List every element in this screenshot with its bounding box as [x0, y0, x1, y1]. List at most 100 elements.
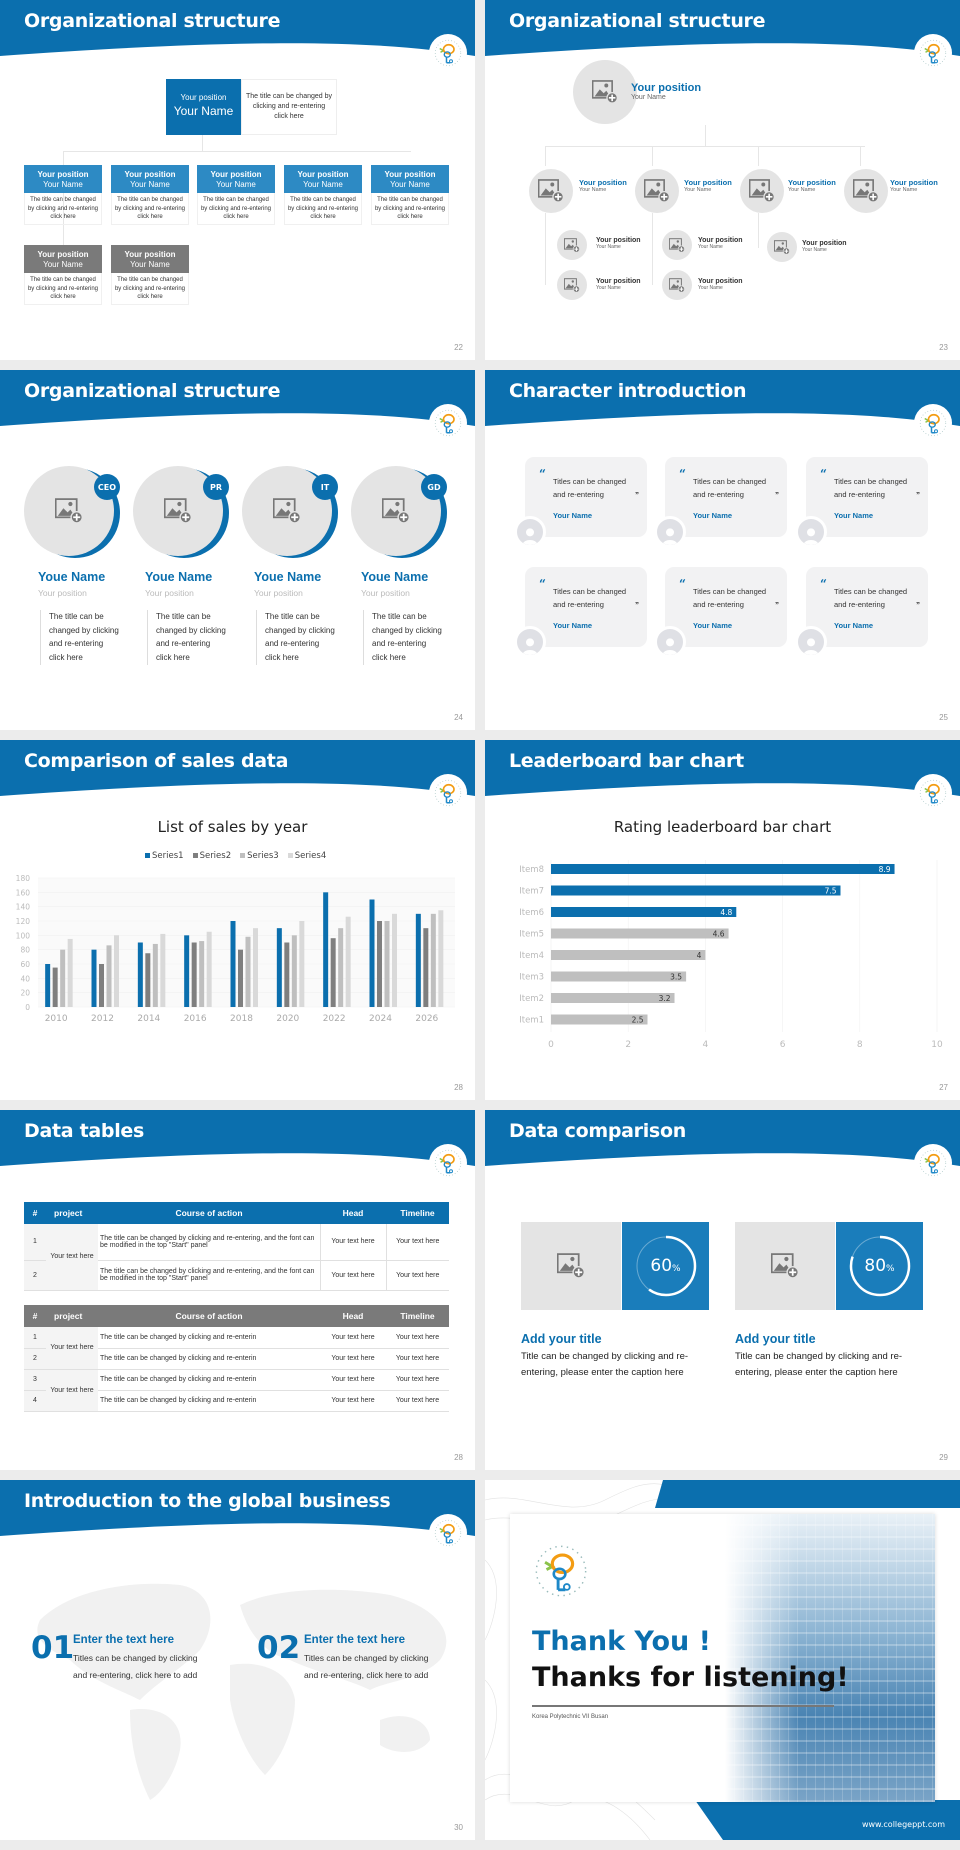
image-add-icon [853, 179, 879, 203]
slide-header: Leaderboard bar chart [485, 740, 960, 800]
org-top-description: The title can be changed by clicking and… [241, 79, 337, 135]
org-card-secondary[interactable]: Your position Your Name The title can be c… [111, 245, 189, 305]
svg-text:2024: 2024 [369, 1014, 392, 1024]
svg-text:2010: 2010 [45, 1014, 68, 1024]
table-row[interactable]: 1 Your text here The title can be change… [24, 1224, 449, 1291]
slide-28[interactable]: Data tables # project Course of action H… [0, 1110, 475, 1470]
photo-placeholder[interactable] [557, 270, 587, 300]
slide-title: Data tables [24, 1120, 145, 1142]
quote-card[interactable]: “Titles can be changed and re-entering” Yo… [665, 567, 787, 647]
slide-title: Character introduction [509, 380, 747, 402]
svg-text:2016: 2016 [184, 1014, 207, 1024]
slide-30[interactable]: Introduction to the global business 01 E… [0, 1480, 475, 1840]
svg-text:20: 20 [20, 989, 30, 998]
world-map-background [37, 1583, 447, 1800]
photo-placeholder[interactable] [529, 169, 573, 213]
college-logo-icon [429, 34, 467, 72]
slide-header: Character introduction [485, 370, 960, 430]
organization-name: Korea Polytechnic VII Busan [532, 1714, 609, 1720]
quote-card[interactable]: “Titles can be changed and re-entering” Yo… [525, 567, 647, 647]
point-heading: Enter the text here [304, 1634, 405, 1646]
college-logo-icon [532, 1542, 590, 1600]
college-logo-icon [914, 774, 952, 812]
college-logo-icon [429, 774, 467, 812]
avatar [654, 516, 686, 548]
point-heading: Enter the text here [73, 1634, 174, 1646]
page-number: 25 [939, 713, 948, 722]
image-add-icon [382, 498, 410, 524]
org-card[interactable]: Your position Your Name The title can be c… [371, 165, 449, 225]
slide-22[interactable]: Organizational structure Your position Y… [0, 0, 475, 360]
slide-thanks[interactable]: Thank You ! Thanks for listening! Korea … [485, 1480, 960, 1840]
slide-title: Data comparison [509, 1120, 686, 1142]
table-row[interactable]: 3 Your text here The title can be change… [24, 1369, 449, 1412]
image-add-icon [771, 1253, 799, 1279]
avatar [654, 626, 686, 658]
progress-ring-80: 80% [836, 1222, 923, 1310]
slide-26[interactable]: Comparison of sales data List of sales b… [0, 740, 475, 1100]
org-card[interactable]: Your position Your Name The title can be c… [24, 165, 102, 225]
svg-text:Item5: Item5 [519, 930, 544, 940]
photo-placeholder[interactable] [844, 169, 888, 213]
point-number: 01 [31, 1630, 75, 1666]
photo-placeholder[interactable] [557, 230, 587, 260]
table-row[interactable]: 4 The title can be changed by clicking a… [24, 1390, 449, 1412]
slide-header: Comparison of sales data [0, 740, 475, 800]
photo-placeholder[interactable] [735, 1222, 835, 1310]
divider [532, 1705, 834, 1707]
quote-card[interactable]: “Titles can be changed and re-entering” Yo… [665, 457, 787, 537]
slide-23[interactable]: Organizational structure Your position Yo… [485, 0, 960, 360]
photo-placeholder[interactable] [521, 1222, 621, 1310]
slide-29[interactable]: Data comparison 60% Add your title Title… [485, 1110, 960, 1470]
org-card[interactable]: Your position Your Name The title can be c… [197, 165, 275, 225]
photo-placeholder[interactable] [662, 270, 692, 300]
chart-title: List of sales by year [157, 818, 308, 836]
svg-text:2020: 2020 [276, 1014, 299, 1024]
slide-27[interactable]: Leaderboard bar chart Rating leaderboard… [485, 740, 960, 1100]
photo-placeholder[interactable] [635, 169, 679, 213]
svg-text:Item7: Item7 [519, 887, 544, 897]
slide-24[interactable]: Organizational structure CEO Youe Name Y… [0, 370, 475, 730]
svg-text:Item2: Item2 [519, 994, 544, 1004]
quote-card[interactable]: “Titles can be changed and re-entering” Yo… [806, 457, 928, 537]
data-table-1: # project Course of action Head Timeline… [24, 1202, 449, 1291]
image-add-icon [164, 498, 192, 524]
org-card[interactable]: Your position Your Name The title can be c… [284, 165, 362, 225]
image-add-icon [273, 498, 301, 524]
svg-text:160: 160 [16, 888, 31, 897]
slide-title: Organizational structure [24, 10, 281, 32]
table-row[interactable]: 1 Your text here The title can be change… [24, 1327, 449, 1370]
point-text: Titles can be changed by clicking and re… [73, 1653, 198, 1680]
quote-card[interactable]: “Titles can be changed and re-entering” Yo… [806, 567, 928, 647]
slide-header: Introduction to the global business [0, 1480, 475, 1540]
svg-text:2026: 2026 [415, 1014, 438, 1024]
quote-card[interactable]: “Titles can be changed and re-entering” Yo… [525, 457, 647, 537]
progress-ring-60: 60% [622, 1222, 709, 1310]
table-row[interactable]: 2 The title can be changed by clicking a… [24, 1260, 449, 1291]
org-card-secondary[interactable]: Your position Your Name The title can be c… [24, 245, 102, 305]
avatar [514, 516, 546, 548]
top-member-label: Your position Your Name [631, 82, 702, 102]
table-row[interactable]: 2 The title can be changed by clicking a… [24, 1348, 449, 1370]
image-add-icon [538, 179, 564, 203]
photo-placeholder[interactable] [767, 232, 797, 262]
photo-placeholder[interactable] [573, 60, 637, 124]
slide-header: Organizational structure [0, 0, 475, 60]
role-badge: CEO [94, 474, 120, 500]
svg-text:0: 0 [25, 1003, 30, 1012]
page-number: 27 [939, 1083, 948, 1092]
svg-text:2018: 2018 [230, 1014, 253, 1024]
svg-text:4: 4 [697, 951, 702, 960]
page-number: 28 [454, 1083, 463, 1092]
progress-ring-icon [849, 1235, 910, 1297]
photo-placeholder[interactable] [740, 169, 784, 213]
org-card[interactable]: Your position Your Name The title can be c… [111, 165, 189, 225]
college-logo-icon [914, 404, 952, 442]
svg-text:2: 2 [625, 1040, 631, 1050]
photo-placeholder[interactable] [662, 230, 692, 260]
svg-text:80: 80 [20, 946, 30, 955]
website-url[interactable]: www.collegeppt.com [861, 1820, 945, 1829]
slide-25[interactable]: Character introduction “Titles can be ch… [485, 370, 960, 730]
org-top-box[interactable]: Your position Your Name [166, 79, 241, 135]
page-number: 23 [939, 343, 948, 352]
